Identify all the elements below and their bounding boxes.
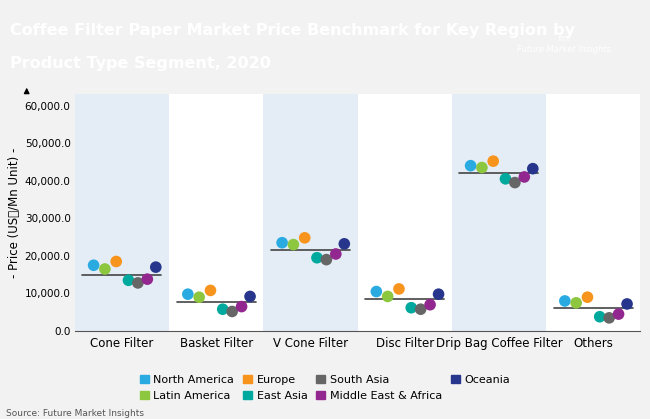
- Point: [300, 235, 310, 241]
- Point: [183, 291, 193, 297]
- Text: Coffee Filter Paper Market Price Benchmark for Key Region by: Coffee Filter Paper Market Price Benchma…: [10, 23, 575, 38]
- Point: [277, 239, 287, 246]
- Point: [406, 304, 417, 311]
- Point: [124, 277, 134, 284]
- Point: [465, 162, 476, 169]
- Point: [582, 294, 593, 300]
- Point: [528, 166, 538, 172]
- Point: [133, 279, 143, 286]
- Point: [571, 300, 581, 306]
- Point: [99, 266, 110, 272]
- Y-axis label: - Price (USⓈ/Mn Unit) -: - Price (USⓈ/Mn Unit) -: [8, 147, 21, 278]
- Legend: North America, Latin America, Europe, East Asia, South Asia, Middle East & Afric: North America, Latin America, Europe, Ea…: [138, 373, 512, 403]
- Point: [111, 258, 122, 265]
- Point: [227, 308, 237, 315]
- Text: Product Type Segment, 2020: Product Type Segment, 2020: [10, 56, 270, 71]
- Point: [321, 256, 332, 263]
- Point: [622, 300, 632, 307]
- Point: [142, 276, 153, 282]
- Point: [595, 313, 605, 320]
- Point: [560, 297, 570, 304]
- Point: [88, 262, 99, 269]
- Point: [331, 251, 341, 257]
- Point: [339, 241, 350, 247]
- Bar: [546, 94, 640, 331]
- Point: [288, 241, 298, 248]
- Point: [434, 291, 444, 297]
- Bar: [75, 94, 169, 331]
- Point: [245, 293, 255, 300]
- Point: [382, 293, 393, 300]
- Bar: [169, 94, 263, 331]
- Point: [519, 173, 530, 180]
- Point: [500, 176, 511, 182]
- Text: fmi
Future Market Insights: fmi Future Market Insights: [517, 34, 611, 54]
- Point: [205, 287, 216, 294]
- Point: [237, 303, 247, 310]
- Text: Source: Future Market Insights: Source: Future Market Insights: [6, 409, 144, 418]
- Point: [476, 164, 487, 171]
- Bar: [263, 94, 358, 331]
- Point: [194, 294, 204, 300]
- Bar: [452, 94, 546, 331]
- Point: [394, 286, 404, 292]
- Point: [151, 264, 161, 271]
- Point: [614, 311, 624, 318]
- Point: [415, 306, 426, 313]
- Point: [218, 306, 228, 313]
- Bar: [358, 94, 452, 331]
- Point: [312, 254, 322, 261]
- Point: [425, 301, 436, 308]
- Point: [488, 158, 499, 165]
- Point: [371, 288, 382, 295]
- Point: [510, 179, 520, 186]
- Point: [604, 315, 614, 321]
